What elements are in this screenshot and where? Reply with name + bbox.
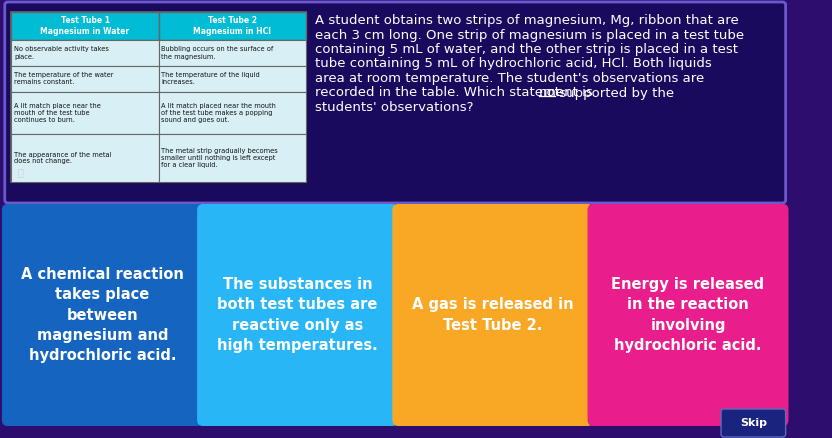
Text: A lit match place near the
mouth of the test tube
continues to burn.: A lit match place near the mouth of the … xyxy=(14,103,102,123)
Text: not: not xyxy=(539,86,561,99)
Text: The metal strip gradually becomes
smaller until nothing is left except
for a cle: The metal strip gradually becomes smalle… xyxy=(161,148,278,168)
Text: The appearance of the metal
does not change.: The appearance of the metal does not cha… xyxy=(14,152,111,165)
FancyBboxPatch shape xyxy=(197,204,398,426)
Text: The temperature of the liquid
increases.: The temperature of the liquid increases. xyxy=(161,73,260,85)
Text: area at room temperature. The student's observations are: area at room temperature. The student's … xyxy=(315,72,705,85)
FancyBboxPatch shape xyxy=(12,12,159,40)
Text: No observable activity takes
place.: No observable activity takes place. xyxy=(14,46,109,60)
Text: containing 5 mL of water, and the other strip is placed in a test: containing 5 mL of water, and the other … xyxy=(315,43,738,56)
FancyBboxPatch shape xyxy=(12,40,159,66)
Text: recorded in the table. Which statement is: recorded in the table. Which statement i… xyxy=(315,86,597,99)
FancyBboxPatch shape xyxy=(159,12,306,40)
FancyBboxPatch shape xyxy=(393,204,593,426)
FancyBboxPatch shape xyxy=(12,134,159,182)
Text: supported by the: supported by the xyxy=(555,86,674,99)
Text: A lit match placed near the mouth
of the test tube makes a popping
sound and goe: A lit match placed near the mouth of the… xyxy=(161,103,276,123)
Text: Bubbling occurs on the surface of
the magnesium.: Bubbling occurs on the surface of the ma… xyxy=(161,46,274,60)
Text: Energy is released
in the reaction
involving
hydrochloric acid.: Energy is released in the reaction invol… xyxy=(612,277,765,353)
FancyBboxPatch shape xyxy=(159,66,306,92)
Text: The temperature of the water
remains constant.: The temperature of the water remains con… xyxy=(14,73,114,85)
FancyBboxPatch shape xyxy=(12,92,159,134)
FancyBboxPatch shape xyxy=(5,2,785,203)
FancyBboxPatch shape xyxy=(159,92,306,134)
FancyBboxPatch shape xyxy=(2,204,203,426)
Text: 🔍: 🔍 xyxy=(17,167,23,177)
FancyBboxPatch shape xyxy=(721,409,785,437)
Text: A student obtains two strips of magnesium, Mg, ribbon that are: A student obtains two strips of magnesiu… xyxy=(315,14,739,27)
Text: each 3 cm long. One strip of magnesium is placed in a test tube: each 3 cm long. One strip of magnesium i… xyxy=(315,28,745,42)
FancyBboxPatch shape xyxy=(159,40,306,66)
Text: Test Tube 1
Magnesium in Water: Test Tube 1 Magnesium in Water xyxy=(41,16,130,36)
FancyBboxPatch shape xyxy=(12,66,159,92)
Text: tube containing 5 mL of hydrochloric acid, HCl. Both liquids: tube containing 5 mL of hydrochloric aci… xyxy=(315,57,712,71)
FancyBboxPatch shape xyxy=(159,134,306,182)
Text: Test Tube 2
Magnesium in HCl: Test Tube 2 Magnesium in HCl xyxy=(193,16,271,36)
FancyBboxPatch shape xyxy=(587,204,789,426)
FancyBboxPatch shape xyxy=(12,12,306,182)
Text: students' observations?: students' observations? xyxy=(315,101,474,114)
Text: A chemical reaction
takes place
between
magnesium and
hydrochloric acid.: A chemical reaction takes place between … xyxy=(21,267,184,363)
Text: The substances in
both test tubes are
reactive only as
high temperatures.: The substances in both test tubes are re… xyxy=(217,277,378,353)
Text: A gas is released in
Test Tube 2.: A gas is released in Test Tube 2. xyxy=(412,297,573,333)
Text: Skip: Skip xyxy=(740,418,767,428)
